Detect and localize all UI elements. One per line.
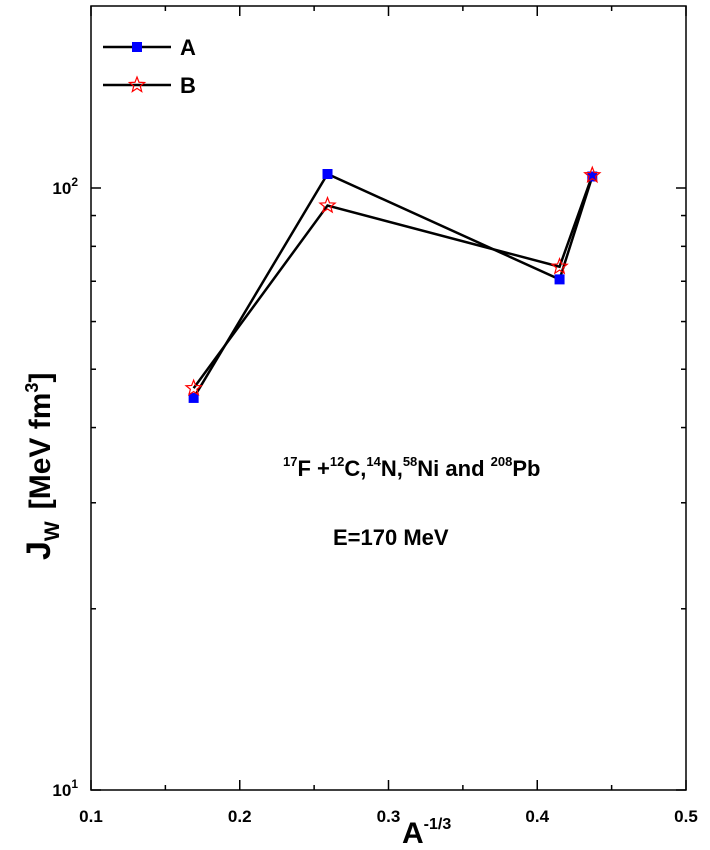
reaction-part-7: Ni and [417, 456, 490, 481]
reaction-part-0: 17 [283, 454, 297, 469]
point-b-3 [583, 165, 602, 184]
reaction-part-9: Pb [512, 456, 540, 481]
series-lines [192, 172, 594, 399]
y-axis-title-base: J [20, 541, 58, 560]
reaction-part-3: C, [344, 456, 366, 481]
point-b-2 [550, 257, 569, 275]
y-axis-title-unit-close: ] [24, 373, 57, 383]
x-tick-label-1: 0.2 [228, 807, 252, 826]
point-a-3 [587, 171, 598, 182]
x-tick-label-3: 0.4 [525, 807, 549, 826]
x-tick-label-0: 0.1 [79, 807, 103, 826]
reaction-part-1: F + [297, 456, 329, 481]
y-axis-title-unit: [MeV fm [24, 393, 57, 510]
series-line-b [192, 174, 594, 389]
series-line-a [192, 172, 594, 399]
legend: A B [103, 35, 196, 98]
y-axis-ticks: 101 102 [52, 175, 686, 800]
legend-label-b: B [180, 73, 196, 98]
y-axis-title-unit-sup: 3 [22, 383, 42, 393]
point-a-2 [554, 274, 565, 285]
plot-frame [90, 5, 687, 791]
point-a-0 [188, 392, 199, 403]
x-axis-title-sup: -1/3 [424, 816, 452, 833]
x-tick-label-4: 0.5 [674, 807, 698, 826]
energy-annotation: E=170 MeV [333, 525, 449, 550]
y-axis-title-sub: W [41, 521, 64, 541]
x-axis-ticks: 0.1 0.2 0.3 0.4 0.5 [79, 6, 698, 826]
point-a-1 [322, 169, 333, 180]
legend-label-a: A [180, 35, 196, 60]
y-tick-label-1: 102 [52, 175, 78, 198]
x-axis-title: A-1/3 [402, 816, 451, 850]
legend-marker-b [127, 75, 147, 93]
reaction-part-6: 58 [403, 454, 417, 469]
x-axis-title-base: A [402, 817, 424, 850]
reaction-part-5: N, [381, 456, 403, 481]
reaction-part-8: 208 [491, 454, 513, 469]
x-tick-label-2: 0.3 [377, 807, 401, 826]
reaction-part-2: 12 [330, 454, 344, 469]
legend-marker-a [132, 42, 142, 52]
point-b-0 [184, 378, 203, 397]
series-markers [184, 165, 602, 403]
y-axis-title: JW [MeV fm3] [20, 373, 64, 560]
point-b-1 [318, 195, 337, 214]
y-tick-label-0: 101 [52, 777, 78, 800]
reaction-annotation: 17F +12C,14N,58Ni and 208Pb [283, 454, 540, 481]
reaction-part-4: 14 [366, 454, 381, 469]
